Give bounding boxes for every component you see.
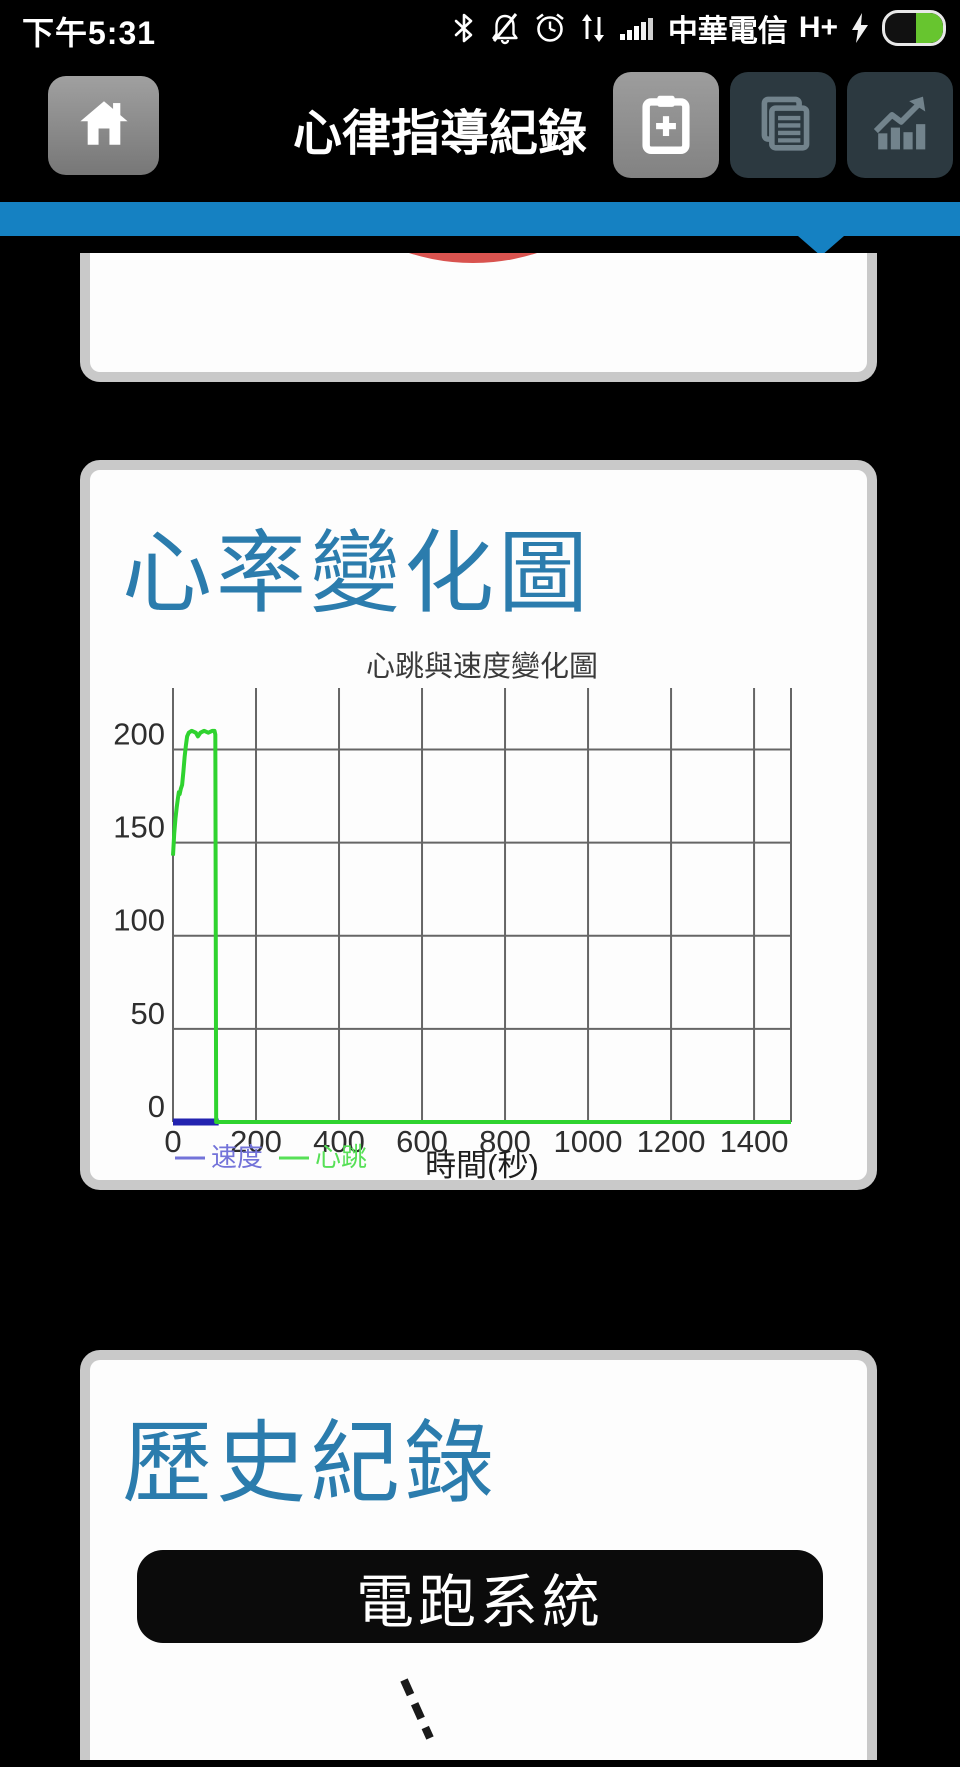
pencil-icon[interactable] [390,1678,440,1767]
clipboard-plus-icon [635,92,697,159]
svg-text:200: 200 [230,1124,282,1159]
svg-text:100: 100 [113,903,165,938]
svg-text:800: 800 [479,1124,531,1159]
treadmill-system-button[interactable]: 電跑系統 [137,1550,823,1643]
chart-card-title: 心率變化圖 [122,524,592,624]
carrier-label: 中華電信 [667,15,788,48]
network-type-label: H+ [798,11,838,44]
data-traffic-icon [578,11,608,45]
svg-text:心跳: 心跳 [315,1142,367,1172]
records-list-button[interactable] [730,72,836,178]
svg-text:0: 0 [148,1089,165,1124]
chart-trend-icon [869,92,931,159]
statistics-button[interactable] [847,72,953,178]
home-icon [75,94,133,157]
svg-text:0: 0 [164,1124,181,1159]
svg-text:50: 50 [131,996,165,1031]
history-card-title: 歷史紀錄 [122,1414,498,1514]
svg-text:600: 600 [396,1124,448,1159]
svg-text:1000: 1000 [554,1124,623,1159]
svg-text:400: 400 [313,1124,365,1159]
vibrate-off-icon [488,11,522,45]
svg-text:150: 150 [113,810,165,845]
battery-icon [882,10,946,46]
gauge-card [80,253,877,382]
svg-text:1200: 1200 [637,1124,706,1159]
app-header: 心律指導紀錄 [0,56,960,202]
status-icon-tray: 中華電信 H+ [451,0,946,56]
svg-text:1400: 1400 [720,1124,789,1159]
history-card: 歷史紀錄 電跑系統 [80,1350,877,1760]
svg-text:速度: 速度 [211,1142,263,1172]
svg-text:心跳與速度變化圖: 心跳與速度變化圖 [366,650,598,683]
svg-text:200: 200 [113,716,165,751]
status-bar: 下午5:31 [0,0,960,56]
ribbon-notch [798,236,844,256]
heart-rate-line-chart: 0 50 100 150 200 0 200 400 600 800 1000 1200 1400 心跳與… [113,650,792,1180]
heart-rate-gauge-arc [263,253,683,263]
home-button[interactable] [48,76,159,175]
heart-rate-chart-card: 心率變化圖 0 50 100 150 200 0 200 400 600 800 1000 1200 1… [80,460,877,1190]
add-record-button[interactable] [613,72,719,178]
page-title: 心律指導紀錄 [292,106,587,161]
clock: 下午5:31 [22,15,157,51]
alarm-icon [533,11,567,45]
documents-icon [752,92,814,159]
svg-text:時間(秒): 時間(秒) [425,1148,539,1180]
section-ribbon [0,202,960,236]
charging-icon [849,11,871,45]
bluetooth-icon [451,11,477,45]
signal-strength-icon [619,11,657,45]
